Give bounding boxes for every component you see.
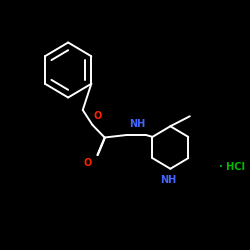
Text: NH: NH <box>129 119 145 129</box>
Text: O: O <box>83 158 91 168</box>
Text: · HCl: · HCl <box>219 162 245 172</box>
Text: NH: NH <box>160 175 176 185</box>
Text: O: O <box>94 111 102 121</box>
